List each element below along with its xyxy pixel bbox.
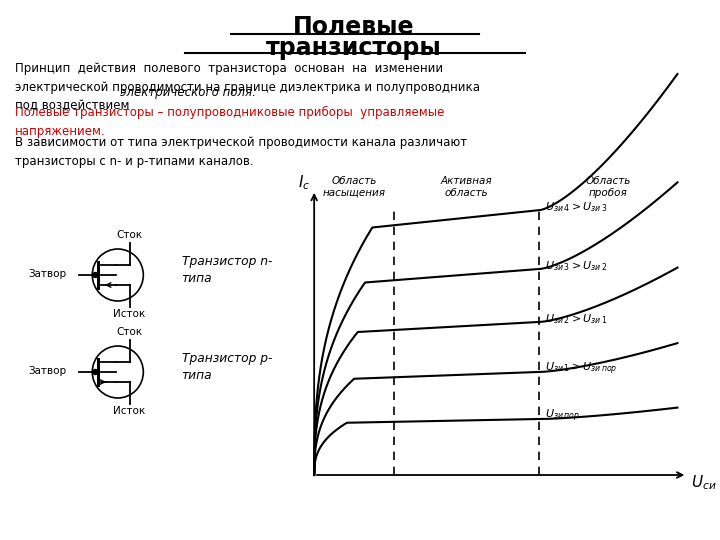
Text: $U_{зи\,1}>U_{зи\,пор}$: $U_{зи\,1}>U_{зи\,пор}$	[545, 361, 618, 377]
Text: Полевые: Полевые	[293, 15, 414, 39]
Text: Исток: Исток	[114, 309, 145, 319]
Text: $U_{си}$: $U_{си}$	[691, 474, 716, 492]
Text: $U_{зи\,4}>U_{зи\,3}$: $U_{зи\,4}>U_{зи\,3}$	[545, 200, 608, 214]
Text: $U_{зи\,2}>U_{зи\,1}$: $U_{зи\,2}>U_{зи\,1}$	[545, 312, 608, 326]
Text: электрического поля.: электрического поля.	[120, 86, 256, 99]
Text: Сток: Сток	[117, 327, 143, 337]
Text: $I_c$: $I_c$	[298, 173, 310, 192]
Text: Исток: Исток	[114, 406, 145, 416]
Text: Транзистор n-
типа: Транзистор n- типа	[181, 255, 272, 285]
Text: транзисторы: транзисторы	[266, 36, 441, 60]
Text: Область
насыщения: Область насыщения	[323, 176, 386, 198]
Text: Область
пробоя: Область пробоя	[585, 176, 631, 198]
Circle shape	[93, 369, 98, 375]
Circle shape	[93, 273, 98, 278]
Text: Транзистор р-
типа: Транзистор р- типа	[181, 352, 272, 382]
Text: $U_{зи\,пор}$: $U_{зи\,пор}$	[545, 408, 580, 424]
Text: Сток: Сток	[117, 230, 143, 240]
Text: В зависимости от типа электрической проводимости канала различают
транзисторы с : В зависимости от типа электрической пров…	[14, 136, 467, 167]
Text: Активная
область: Активная область	[441, 176, 492, 198]
Text: $U_{зи\,3}>U_{зи\,2}$: $U_{зи\,3}>U_{зи\,2}$	[545, 259, 608, 273]
Text: Полевые транзисторы – полупроводниковые приборы  управляемые
напряжением.: Полевые транзисторы – полупроводниковые …	[14, 106, 444, 138]
Text: Затвор: Затвор	[29, 366, 67, 376]
Text: Затвор: Затвор	[29, 269, 67, 279]
Text: Принцип  действия  полевого  транзистора  основан  на  изменении
электрической п: Принцип действия полевого транзистора ос…	[14, 62, 480, 112]
